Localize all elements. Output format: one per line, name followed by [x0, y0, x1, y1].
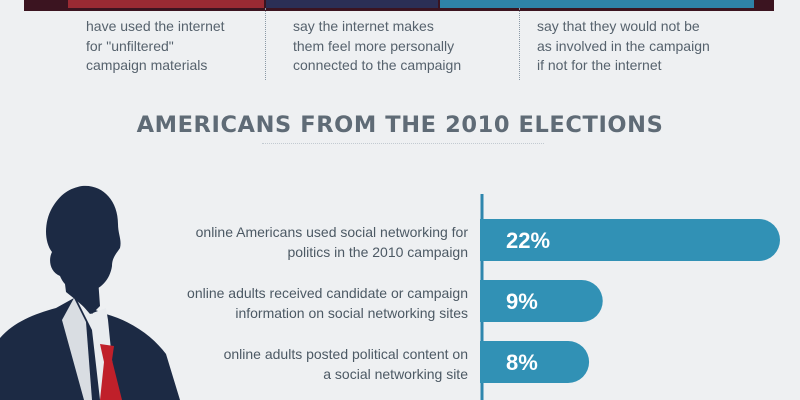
category-label: online adults received candidate or camp…	[187, 285, 468, 301]
businessman-silhouette-icon	[0, 185, 180, 400]
stat-color-bar-2	[266, 0, 438, 8]
bar-value-label: 8%	[506, 350, 538, 375]
category-label: a social networking site	[323, 366, 468, 382]
category-label: politics in the 2010 campaign	[287, 244, 468, 260]
stat-caption-unfiltered: have used the internet for "unfiltered" …	[86, 18, 225, 73]
bar	[480, 341, 590, 383]
stat-color-bar-3	[440, 0, 754, 8]
heading-divider	[262, 143, 544, 144]
column-divider	[519, 8, 520, 80]
head-shape	[46, 185, 121, 293]
section-heading: AMERICANS FROM THE 2010 ELECTIONS	[136, 112, 664, 138]
bar-value-label: 9%	[506, 289, 538, 314]
category-label: online adults posted political content o…	[224, 346, 468, 362]
column-divider	[265, 8, 266, 80]
stat-caption-connected: say the internet makes them feel more pe…	[293, 18, 462, 73]
suit-shape	[0, 298, 180, 400]
category-label: online Americans used social networking …	[196, 224, 469, 240]
bar	[480, 219, 780, 261]
shirt-collar	[62, 298, 92, 400]
category-label: information on social networking sites	[235, 305, 468, 321]
bar-value-label: 22%	[506, 228, 550, 253]
bar	[480, 280, 603, 322]
tie-shape	[100, 344, 122, 400]
stat-caption-involved: say that they would not be as involved i…	[537, 18, 710, 73]
stat-color-bar-1	[68, 0, 264, 8]
